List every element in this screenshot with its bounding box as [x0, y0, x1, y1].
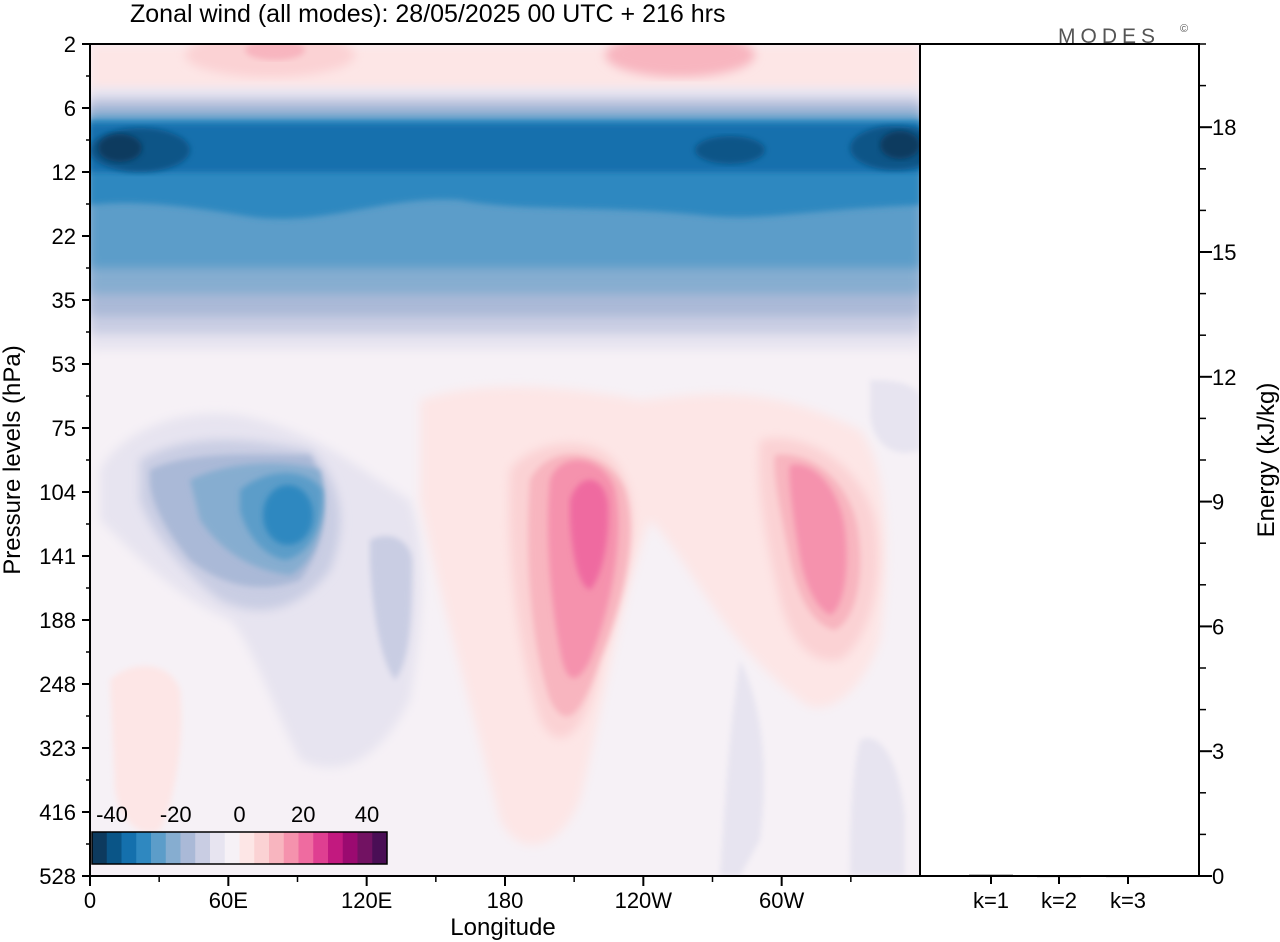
energy-tick-label: 3 — [1212, 739, 1224, 764]
heatmap-field — [90, 44, 920, 876]
energy-category-label: k=2 — [1041, 888, 1077, 913]
x-tick-label: 120E — [341, 888, 392, 913]
colorbar-swatch — [313, 832, 329, 864]
energy-axis-label: Energy (kJ/kg) — [1253, 383, 1280, 538]
y-tick-label: 248 — [39, 672, 76, 697]
colorbar-swatch — [239, 832, 255, 864]
colorbar-swatch — [165, 832, 181, 864]
colorbar-swatch — [372, 832, 388, 864]
y-tick-label: 35 — [52, 288, 76, 313]
x-axis-longitude: 0 60E 120E 180 120W 60W — [84, 876, 852, 913]
x-tick-label: 60W — [759, 888, 804, 913]
colorbar-swatch — [151, 832, 167, 864]
colorbar-swatch — [180, 832, 196, 864]
y-tick-label: 6 — [64, 96, 76, 121]
y-tick-label: 188 — [39, 608, 76, 633]
y-axis-energy: 0 3 6 9 12 15 18 — [1199, 43, 1236, 889]
colorbar-tick-label: -40 — [96, 802, 128, 827]
colorbar-swatch — [136, 832, 152, 864]
colorbar-tick-label: -20 — [160, 802, 192, 827]
modes-logo-mark: © — [1180, 23, 1188, 35]
y-tick-label: 323 — [39, 736, 76, 761]
colorbar-tick-label: 40 — [355, 802, 379, 827]
colorbar-swatch — [342, 832, 358, 864]
y-tick-label: 22 — [52, 224, 76, 249]
colorbar-labels: -40 -20 0 20 40 — [96, 802, 379, 827]
colorbar-swatch — [92, 832, 108, 864]
modes-logo: MODES — [1058, 25, 1160, 48]
colorbar-swatch — [224, 832, 240, 864]
energy-tick-label: 12 — [1212, 365, 1236, 390]
colorbar-swatch — [328, 832, 344, 864]
colorbar-swatch — [195, 832, 211, 864]
colorbar-tick-label: 0 — [233, 802, 245, 827]
y-tick-label: 141 — [39, 544, 76, 569]
energy-categories: k=1 k=2 k=3 — [973, 876, 1146, 913]
colorbar-swatch — [106, 832, 122, 864]
y-tick-label: 75 — [52, 416, 76, 441]
energy-tick-label: 6 — [1212, 614, 1224, 639]
x-tick-label: 0 — [84, 888, 96, 913]
y-tick-label: 416 — [39, 800, 76, 825]
y-tick-label: 53 — [52, 352, 76, 377]
x-tick-label: 180 — [487, 888, 524, 913]
heatmap-panel — [89, 43, 921, 877]
y-tick-label: 528 — [39, 864, 76, 889]
colorbar-swatch — [269, 832, 285, 864]
y-axis-label: Pressure levels (hPa) — [0, 345, 26, 574]
colorbar-tick-label: 20 — [291, 802, 315, 827]
colorbar-swatch — [283, 832, 299, 864]
energy-bar — [969, 874, 1013, 877]
energy-tick-label: 18 — [1212, 115, 1236, 140]
colorbar-swatch — [357, 832, 373, 864]
colorbar-swatch — [254, 832, 270, 864]
x-tick-label: 60E — [209, 888, 248, 913]
y-tick-label: 12 — [52, 160, 76, 185]
x-axis-label: Longitude — [450, 914, 555, 941]
energy-category-label: k=3 — [1110, 888, 1146, 913]
energy-tick-label: 0 — [1212, 864, 1224, 889]
y-tick-label: 104 — [39, 480, 76, 505]
colorbar-swatch — [298, 832, 314, 864]
x-tick-label: 120W — [615, 888, 673, 913]
colorbar — [91, 831, 388, 865]
energy-tick-label: 9 — [1212, 490, 1224, 515]
chart-title: Zonal wind (all modes): 28/05/2025 00 UT… — [130, 0, 725, 28]
energy-tick-label: 15 — [1212, 240, 1236, 265]
y-tick-label: 2 — [64, 32, 76, 57]
colorbar-swatch — [121, 832, 137, 864]
energy-category-label: k=1 — [973, 888, 1009, 913]
colorbar-frame — [91, 831, 388, 865]
colorbar-swatch — [210, 832, 226, 864]
energy-panel — [919, 43, 1200, 877]
y-axis-pressure: 2 6 12 22 35 53 75 104 141 188 248 323 416 528 — [39, 32, 90, 889]
